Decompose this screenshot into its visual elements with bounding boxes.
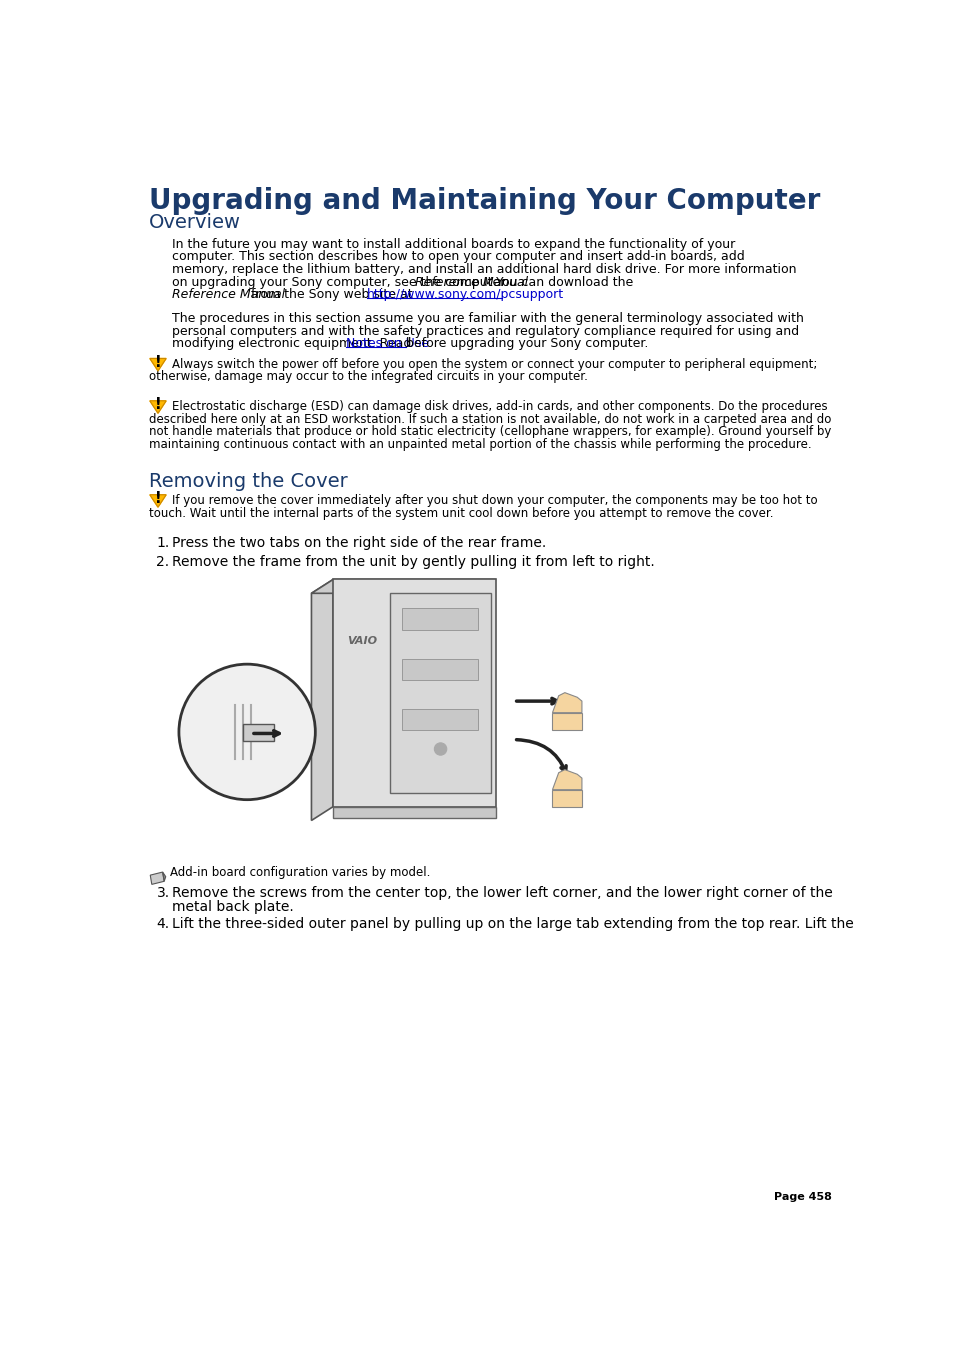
Text: described here only at an ESD workstation. If such a station is not available, d: described here only at an ESD workstatio… [149,413,830,426]
Text: 3.: 3. [156,886,170,900]
Text: Add-in board configuration varies by model.: Add-in board configuration varies by mod… [171,866,431,880]
Polygon shape [150,871,164,885]
Text: http://www.sony.com/pcsupport: http://www.sony.com/pcsupport [367,288,564,301]
Text: Overview: Overview [149,213,240,232]
Text: from the Sony web site at: from the Sony web site at [247,288,416,301]
Text: Lift the three-sided outer panel by pulling up on the large tab extending from t: Lift the three-sided outer panel by pull… [172,917,853,931]
Text: touch. Wait until the internal parts of the system unit cool down before you att: touch. Wait until the internal parts of … [149,507,772,520]
Text: !: ! [154,355,161,370]
Text: personal computers and with the safety practices and regulatory compliance requi: personal computers and with the safety p… [172,324,799,338]
Polygon shape [311,580,333,820]
Text: The procedures in this section assume you are familiar with the general terminol: The procedures in this section assume yo… [172,312,803,324]
Text: before upgrading your Sony computer.: before upgrading your Sony computer. [406,338,648,350]
Text: not handle materials that produce or hold static electricity (cellophane wrapper: not handle materials that produce or hol… [149,426,830,439]
Text: 4.: 4. [156,917,170,931]
Text: otherwise, damage may occur to the integrated circuits in your computer.: otherwise, damage may occur to the integ… [149,370,587,384]
FancyBboxPatch shape [402,608,477,630]
FancyBboxPatch shape [402,658,477,680]
Text: memory, replace the lithium battery, and install an additional hard disk drive. : memory, replace the lithium battery, and… [172,263,796,276]
Text: . You can download the: . You can download the [488,276,633,289]
Text: VAIO: VAIO [347,636,377,646]
Text: maintaining continuous contact with an unpainted metal portion of the chassis wh: maintaining continuous contact with an u… [149,438,810,451]
Text: Always switch the power off before you open the system or connect your computer : Always switch the power off before you o… [172,358,817,370]
FancyBboxPatch shape [390,593,491,793]
FancyBboxPatch shape [552,713,581,730]
Text: !: ! [154,397,161,412]
Polygon shape [552,770,581,790]
Text: In the future you may want to install additional boards to expand the functional: In the future you may want to install ad… [172,238,735,250]
Text: Electrostatic discharge (ESD) can damage disk drives, add-in cards, and other co: Electrostatic discharge (ESD) can damage… [172,400,826,413]
Text: Page 458: Page 458 [774,1193,831,1202]
Circle shape [179,665,315,800]
FancyBboxPatch shape [333,807,496,819]
Text: If you remove the cover immediately after you shut down your computer, the compo: If you remove the cover immediately afte… [172,494,817,507]
FancyBboxPatch shape [333,580,496,807]
Text: Press the two tabs on the right side of the rear frame.: Press the two tabs on the right side of … [172,536,546,550]
Text: Reference Manual: Reference Manual [172,288,285,301]
FancyBboxPatch shape [243,724,274,742]
Polygon shape [552,693,581,713]
Polygon shape [150,494,166,507]
Text: 2.: 2. [156,555,170,569]
Circle shape [434,743,446,755]
Text: Upgrading and Maintaining Your Computer: Upgrading and Maintaining Your Computer [149,186,820,215]
Text: Remove the frame from the unit by gently pulling it from left to right.: Remove the frame from the unit by gently… [172,555,654,569]
FancyBboxPatch shape [402,708,477,730]
Text: computer. This section describes how to open your computer and insert add-in boa: computer. This section describes how to … [172,250,744,263]
Text: modifying electronic equipment. Read: modifying electronic equipment. Read [172,338,415,350]
Polygon shape [162,871,166,881]
Polygon shape [150,358,166,372]
Text: Reference Manual: Reference Manual [415,276,527,289]
Text: metal back plate.: metal back plate. [172,900,294,915]
Polygon shape [311,580,496,593]
Text: on upgrading your Sony computer, see the computer: on upgrading your Sony computer, see the… [172,276,509,289]
Text: !: ! [154,492,161,507]
Text: Removing the Cover: Removing the Cover [149,473,347,492]
FancyBboxPatch shape [552,790,581,807]
Polygon shape [150,401,166,413]
Text: Notes on Use: Notes on Use [345,338,432,350]
Text: 1.: 1. [156,536,170,550]
Text: Remove the screws from the center top, the lower left corner, and the lower righ: Remove the screws from the center top, t… [172,886,832,900]
